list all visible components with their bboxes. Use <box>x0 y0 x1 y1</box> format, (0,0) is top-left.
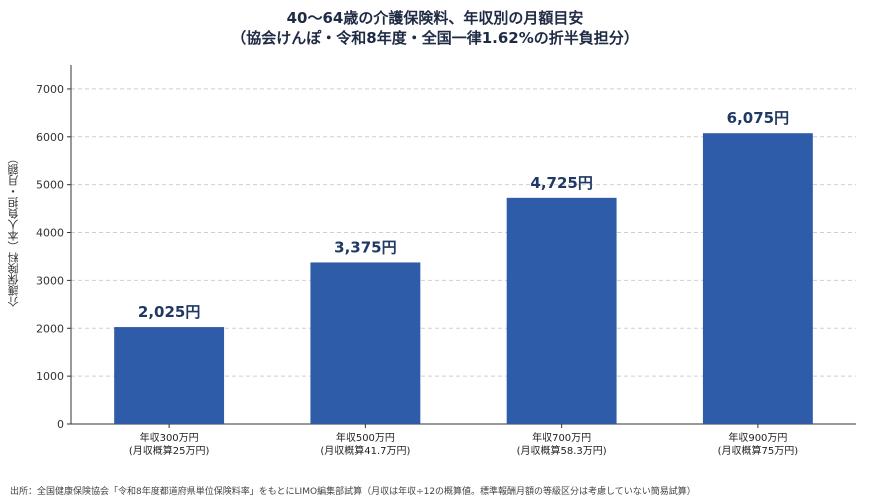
bar <box>702 133 813 424</box>
x-tick-label: (月収概算58.3万円) <box>517 444 607 457</box>
y-tick-label: 2000 <box>36 322 64 335</box>
x-tick-label: 年収300万円 <box>140 431 199 444</box>
x-tick-label: (月収概算25万円) <box>129 444 210 457</box>
data-label: 6,075円 <box>727 109 789 127</box>
y-tick-label: 7000 <box>36 83 64 96</box>
x-tick-label: 年収900万円 <box>728 431 787 444</box>
chart-title-line-1: 40〜64歳の介護保険料、年収別の月額目安 <box>286 9 584 27</box>
source-note: 出所：全国健康保険協会「令和8年度都道府県単位保険料率」をもとにLIMO編集部試… <box>10 487 696 497</box>
x-tick-label: 年収500万円 <box>336 431 395 444</box>
x-tick-label: (月収概算41.7万円) <box>320 444 410 457</box>
y-tick-label: 3000 <box>36 274 64 287</box>
bar <box>310 262 421 424</box>
y-tick-label: 1000 <box>36 370 64 383</box>
bar <box>506 197 617 424</box>
chart-title-line-2: （協会けんぽ・令和8年度・全国一律1.62%の折半負担分） <box>231 29 639 47</box>
x-tick-label: 年収700万円 <box>532 431 591 444</box>
y-tick-label: 6000 <box>36 131 64 144</box>
x-tick-label: (月収概算75万円) <box>718 444 799 457</box>
y-tick-label: 5000 <box>36 179 64 192</box>
y-tick-label: 4000 <box>36 227 64 240</box>
bar <box>114 327 225 424</box>
data-label: 3,375円 <box>334 238 396 256</box>
data-label: 4,725円 <box>530 174 592 192</box>
chart-title: 40〜64歳の介護保険料、年収別の月額目安 （協会けんぽ・令和8年度・全国一律1… <box>0 8 870 48</box>
data-label: 2,025円 <box>138 303 200 321</box>
y-tick-label: 0 <box>57 418 64 431</box>
